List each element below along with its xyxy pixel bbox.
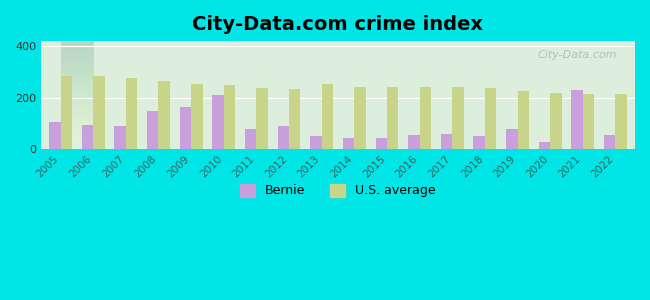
Bar [224,85,235,149]
Bar [256,88,268,149]
Bar [550,93,562,149]
Bar [114,126,126,149]
Bar [213,95,224,149]
Bar [310,136,322,149]
Bar [245,129,256,149]
Bar [387,87,398,149]
Bar [179,107,191,149]
Bar [420,87,431,149]
Bar [583,94,594,149]
Bar [485,88,497,149]
Bar [322,84,333,149]
Bar [616,94,627,149]
Bar [126,78,137,149]
Bar [49,122,60,149]
Bar [289,89,300,149]
Bar [82,125,93,149]
Text: City-Data.com: City-Data.com [538,50,618,60]
Bar [506,129,517,149]
Legend: Bernie, U.S. average: Bernie, U.S. average [235,179,441,202]
Bar [60,76,72,149]
Bar [473,136,485,149]
Bar [147,111,159,149]
Bar [191,84,203,149]
Bar [159,81,170,149]
Title: City-Data.com crime index: City-Data.com crime index [192,15,484,34]
Bar [452,87,463,149]
Bar [343,138,354,149]
Bar [354,87,366,149]
Bar [441,134,452,149]
Bar [571,90,583,149]
Bar [517,91,529,149]
Bar [408,135,420,149]
Bar [278,126,289,149]
Bar [376,138,387,149]
Bar [93,76,105,149]
Bar [539,142,550,149]
Bar [604,135,616,149]
